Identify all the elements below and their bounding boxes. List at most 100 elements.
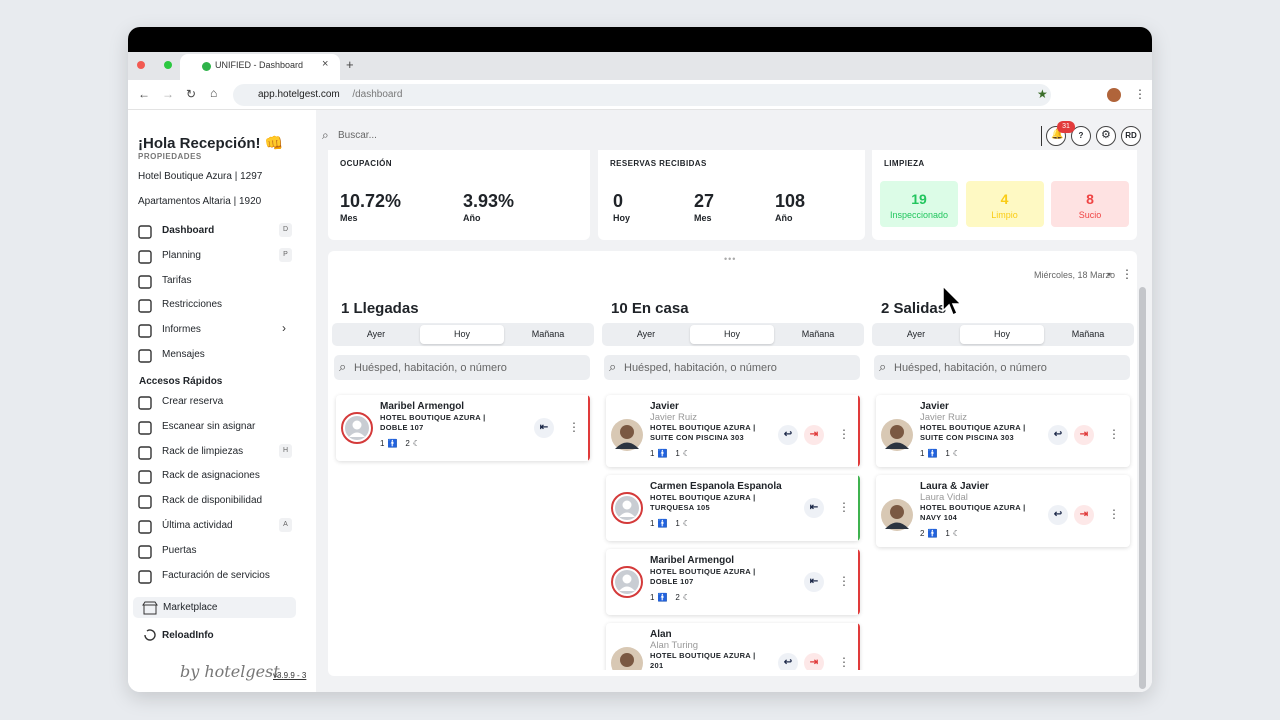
nav-reload[interactable]: ↻ xyxy=(186,87,197,101)
card-menu[interactable]: ⋮ xyxy=(838,574,850,588)
nav-item[interactable]: Puertas xyxy=(162,544,197,556)
stat-title: RESERVAS RECIBIDAS xyxy=(610,159,707,168)
nav-item[interactable]: Informes xyxy=(162,324,201,336)
guest-card[interactable]: Maribel Armengol HOTEL BOUTIQUE AZURA | DO… xyxy=(606,549,860,615)
nav-icon xyxy=(137,274,153,290)
action-checkin[interactable]: ⇤ xyxy=(804,498,824,518)
action-checkout[interactable]: ⇥ xyxy=(1074,425,1094,445)
nav-icon xyxy=(137,323,153,339)
nav-item[interactable]: Mensajes xyxy=(162,349,205,360)
guest-card[interactable]: Alan Alan Turing HOTEL BOUTIQUE AZURA | 201… xyxy=(606,623,860,670)
menu-dots[interactable]: ⋮ xyxy=(1134,87,1146,101)
card-menu[interactable]: ⋮ xyxy=(838,427,850,441)
cleaning-box[interactable]: 8 Sucio xyxy=(1051,181,1129,227)
top-button[interactable]: ? xyxy=(1071,126,1091,146)
nav-icon xyxy=(137,249,153,265)
cleaning-box[interactable]: 19 Inspeccionado xyxy=(880,181,958,227)
profile-avatar[interactable] xyxy=(1107,88,1121,102)
tab-option[interactable]: Mañana xyxy=(1071,329,1105,339)
bookmark-star[interactable]: ★ xyxy=(1037,87,1048,101)
nav-item[interactable]: Rack de asignaciones xyxy=(162,470,260,482)
nav-item[interactable]: Dashboard xyxy=(162,225,215,236)
nav-item[interactable]: Rack de disponibilidad xyxy=(162,495,263,507)
new-tab[interactable]: + xyxy=(346,57,354,72)
column-search-text: Huésped, habitación, o número xyxy=(894,362,1047,374)
chevron[interactable]: › xyxy=(282,321,286,335)
cleaning-box[interactable]: 4 Limpio xyxy=(965,181,1044,227)
card-list: Javier Javier Ruiz HOTEL BOUTIQUE AZURA | S… xyxy=(602,390,866,670)
property[interactable]: Apartamentos Altaria | 1920 xyxy=(138,196,262,207)
action-checkin[interactable]: ⇤ xyxy=(534,418,554,438)
guest-card[interactable]: Carmen Espanola Espanola HOTEL BOUTIQUE A… xyxy=(606,475,860,541)
card-menu[interactable]: ⋮ xyxy=(1108,427,1120,441)
max-dot[interactable] xyxy=(164,61,172,69)
guest-info: Javier Javier Ruiz HOTEL BOUTIQUE AZURA | S… xyxy=(650,401,756,460)
nav-item[interactable]: Última actividad xyxy=(162,520,233,531)
action-checkout[interactable]: ⇥ xyxy=(804,653,824,670)
marketplace-box[interactable] xyxy=(133,597,296,618)
tab-option[interactable]: Mañana xyxy=(801,329,835,339)
guest-card[interactable]: Laura & Javier Laura Vidal HOTEL BOUTIQUE … xyxy=(876,475,1130,547)
room: NAVY 104 xyxy=(920,513,958,522)
card-menu[interactable]: ⋮ xyxy=(1108,507,1120,521)
marketplace-icon xyxy=(142,600,158,616)
guest-card[interactable]: Javier Javier Ruiz HOTEL BOUTIQUE AZURA | S… xyxy=(606,395,860,467)
card-menu[interactable]: ⋮ xyxy=(838,500,850,514)
hotel: HOTEL BOUTIQUE AZURA | xyxy=(650,493,756,502)
nav-item[interactable]: Restricciones xyxy=(162,299,223,311)
version[interactable]: v3.9.9 - 3 xyxy=(273,671,307,680)
tab-option[interactable]: Hoy xyxy=(960,325,1044,344)
search-input[interactable]: Buscar... xyxy=(338,130,377,141)
avatar xyxy=(610,418,644,452)
tab-option[interactable]: Hoy xyxy=(690,325,774,344)
guest-card[interactable]: Javier Javier Ruiz HOTEL BOUTIQUE AZURA | S… xyxy=(876,395,1130,467)
nav-forward[interactable]: → xyxy=(162,87,174,101)
top-button[interactable] xyxy=(1096,126,1116,146)
nav-back[interactable]: ← xyxy=(138,87,150,101)
nav-item[interactable]: Planning xyxy=(162,249,201,261)
card-menu[interactable]: ⋮ xyxy=(568,420,580,434)
nav-item[interactable]: Rack de limpiezas xyxy=(162,445,244,457)
close-dot[interactable] xyxy=(137,61,145,69)
tab-option[interactable]: Hoy xyxy=(420,325,504,344)
guest-name: Maribel Armengol xyxy=(380,401,465,412)
tab-option[interactable]: Ayer xyxy=(906,329,926,339)
guest-card[interactable]: Maribel Armengol HOTEL BOUTIQUE AZURA | DO… xyxy=(336,395,590,461)
adults: 1 xyxy=(650,593,655,602)
column-search[interactable] xyxy=(604,355,860,380)
action-checkout[interactable]: ⇥ xyxy=(1074,505,1094,525)
guest-subname: Laura Vidal xyxy=(920,492,968,503)
badge: 31 xyxy=(1057,121,1075,133)
action-reply[interactable]: ↩ xyxy=(1048,505,1068,525)
url-pill[interactable] xyxy=(233,84,1051,106)
action-reply[interactable]: ↩ xyxy=(778,653,798,670)
guest-name: Maribel Armengol xyxy=(650,555,735,566)
board-menu[interactable]: ⋮ xyxy=(1121,267,1133,281)
tab-close[interactable]: × xyxy=(322,58,329,70)
nav-item[interactable]: Crear reserva xyxy=(162,396,224,407)
board-date[interactable]: Miércoles, 18 Marzo xyxy=(1033,270,1115,280)
avatar xyxy=(880,418,914,452)
tab-option[interactable]: Ayer xyxy=(366,329,386,339)
nav-home[interactable]: ⌂ xyxy=(210,86,218,100)
adults: 2 xyxy=(920,529,925,538)
action-checkout[interactable]: ⇥ xyxy=(804,425,824,445)
action-checkin[interactable]: ⇤ xyxy=(804,572,824,592)
nav-icon xyxy=(137,348,153,364)
action-reply[interactable]: ↩ xyxy=(778,425,798,445)
action-reply[interactable]: ↩ xyxy=(1048,425,1068,445)
night-icon: ☾ xyxy=(952,449,961,458)
tab-option[interactable]: Ayer xyxy=(636,329,656,339)
nav-item[interactable]: Facturación de servicios xyxy=(162,569,270,581)
reload[interactable]: ReloadInfo xyxy=(162,630,214,641)
nav-item[interactable]: Tarifas xyxy=(162,274,192,286)
column-search[interactable] xyxy=(874,355,1130,380)
property[interactable]: Hotel Boutique Azura | 1297 xyxy=(138,171,263,182)
top-button[interactable]: RD xyxy=(1121,126,1141,146)
nav-item[interactable]: Escanear sin asignar xyxy=(162,420,256,432)
column-search[interactable] xyxy=(334,355,590,380)
counts: 1 🚹 1 ☾ xyxy=(650,519,782,530)
nights: 1 xyxy=(675,519,680,528)
tab-option[interactable]: Mañana xyxy=(531,329,565,339)
card-menu[interactable]: ⋮ xyxy=(838,655,850,669)
